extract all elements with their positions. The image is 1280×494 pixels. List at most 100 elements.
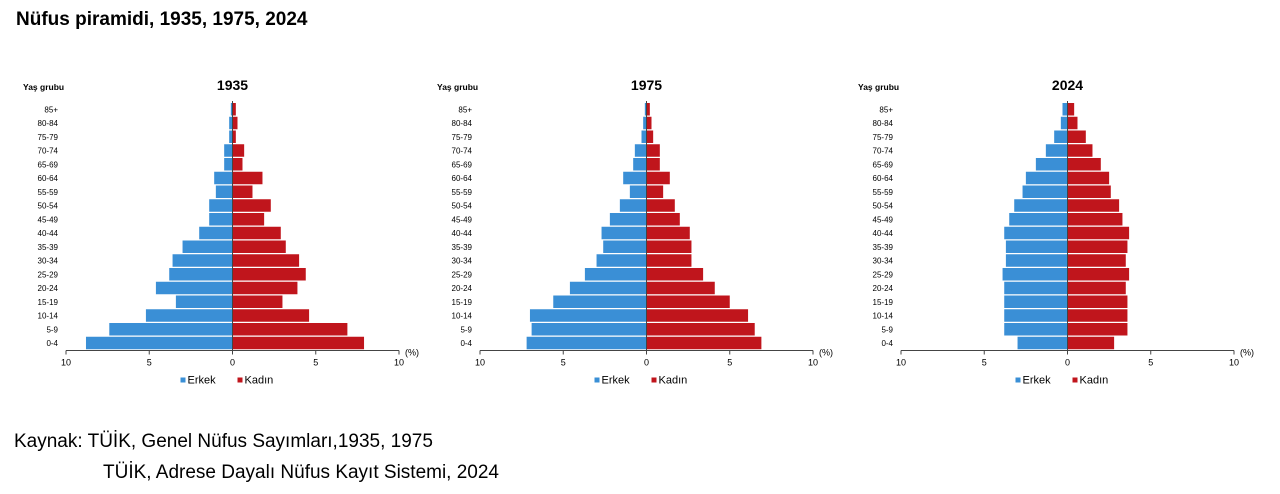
bar-male-45-49 — [209, 213, 233, 226]
bar-male-40-44 — [601, 226, 647, 240]
age-group-label: 70-74 — [452, 147, 473, 156]
legend-label-male: Erkek — [602, 375, 631, 387]
x-tick-label: 5 — [561, 358, 566, 368]
pyramid-svg: 1975 Yaş grubu 0-4 5-9 10-14 15-19 20-24 25-29 3… — [437, 77, 833, 387]
bar-female-30-34 — [646, 254, 692, 267]
y-axis-label: Yaş grubu — [23, 82, 64, 92]
bar-female-75-79 — [232, 130, 236, 143]
bar-female-20-24 — [232, 281, 298, 295]
bar-female-5-9 — [232, 323, 348, 336]
age-group-label: 25-29 — [452, 270, 473, 279]
bar-male-80-84 — [643, 116, 647, 130]
bar-female-0-4 — [646, 336, 762, 350]
x-unit-label: (%) — [819, 348, 833, 358]
x-tick-label: 0 — [230, 358, 235, 368]
bar-female-55-59 — [646, 185, 664, 198]
x-tick-label: 5 — [147, 358, 152, 368]
bar-female-35-39 — [1067, 240, 1128, 253]
age-group-label: 70-74 — [873, 147, 894, 156]
chart-title: 1935 — [217, 77, 248, 93]
bar-female-10-14 — [1067, 309, 1128, 322]
age-group-label: 45-49 — [38, 215, 59, 224]
pyramid-svg: 2024 Yaş grubu 0-4 5-9 10-14 15-19 20-24 25-29 3… — [858, 77, 1254, 387]
age-group-label: 85+ — [44, 105, 58, 114]
age-group-label: 10-14 — [873, 312, 894, 321]
bar-female-10-14 — [232, 309, 310, 322]
age-group-label: 85+ — [458, 105, 472, 114]
age-group-label: 30-34 — [873, 257, 894, 266]
bar-male-25-29 — [1002, 268, 1068, 281]
bar-female-25-29 — [1067, 268, 1130, 281]
bar-male-5-9 — [1004, 323, 1068, 336]
bar-male-35-39 — [182, 240, 233, 253]
bar-male-60-64 — [214, 171, 233, 185]
age-group-label: 35-39 — [873, 243, 894, 252]
bar-female-20-24 — [646, 281, 715, 295]
bar-female-0-4 — [1067, 336, 1115, 350]
bar-female-65-69 — [646, 158, 660, 171]
bar-female-85+ — [646, 103, 650, 116]
bar-female-0-4 — [232, 336, 365, 350]
age-group-label: 5-9 — [46, 325, 58, 334]
x-tick-label: 10 — [896, 358, 906, 368]
x-tick-label: 10 — [61, 358, 71, 368]
bar-male-25-29 — [584, 268, 647, 281]
bar-female-65-69 — [1067, 158, 1101, 171]
age-group-label: 80-84 — [873, 119, 894, 128]
y-axis-label: Yaş grubu — [858, 82, 899, 92]
legend-swatch-male — [1015, 377, 1021, 383]
bar-female-85+ — [1067, 103, 1075, 116]
bar-female-45-49 — [646, 213, 680, 226]
bar-female-30-34 — [232, 254, 300, 267]
age-group-label: 0-4 — [881, 339, 893, 348]
bar-female-20-24 — [1067, 281, 1126, 295]
bar-female-55-59 — [232, 185, 253, 198]
bar-female-45-49 — [1067, 213, 1123, 226]
source-line-1: Kaynak: TÜİK, Genel Nüfus Sayımları,1935… — [14, 431, 433, 452]
bar-male-80-84 — [229, 116, 233, 130]
bar-male-40-44 — [1004, 226, 1068, 240]
bar-female-70-74 — [1067, 144, 1093, 157]
bar-female-25-29 — [232, 268, 306, 281]
bar-female-35-39 — [646, 240, 692, 253]
bar-male-85+ — [1062, 103, 1068, 116]
age-group-label: 80-84 — [452, 119, 473, 128]
age-group-label: 30-34 — [38, 257, 59, 266]
age-group-label: 25-29 — [38, 270, 59, 279]
age-group-label: 60-64 — [873, 174, 894, 183]
age-group-label: 70-74 — [38, 147, 59, 156]
legend-label-male: Erkek — [188, 375, 217, 387]
age-group-label: 85+ — [879, 105, 893, 114]
bar-female-5-9 — [646, 323, 755, 336]
bar-male-35-39 — [1005, 240, 1068, 253]
bar-male-40-44 — [199, 226, 233, 240]
age-group-label: 0-4 — [460, 339, 472, 348]
x-tick-label: 0 — [644, 358, 649, 368]
bar-female-50-54 — [646, 199, 675, 212]
bar-male-60-64 — [623, 171, 647, 185]
bar-male-50-54 — [619, 199, 647, 212]
age-group-label: 20-24 — [38, 284, 59, 293]
age-group-label: 65-69 — [452, 160, 473, 169]
pyramid-chart-1935: 1935 Yaş grubu 0-4 5-9 10-14 15-19 20-24 25-29 3… — [14, 70, 419, 400]
x-tick-label: 10 — [394, 358, 404, 368]
bar-male-55-59 — [215, 185, 233, 198]
bar-male-20-24 — [1004, 281, 1068, 295]
bar-male-75-79 — [641, 130, 647, 143]
bar-female-60-64 — [646, 171, 670, 185]
age-group-label: 20-24 — [452, 284, 473, 293]
age-group-label: 45-49 — [452, 215, 473, 224]
legend-swatch-female — [237, 377, 243, 383]
age-group-label: 50-54 — [873, 202, 894, 211]
age-group-label: 55-59 — [38, 188, 59, 197]
bar-male-20-24 — [155, 281, 233, 295]
bar-female-75-79 — [646, 130, 654, 143]
bar-female-25-29 — [646, 268, 704, 281]
source-note: Kaynak: TÜİK, Genel Nüfus Sayımları,1935… — [14, 426, 499, 488]
legend-label-female: Kadın — [1080, 375, 1109, 387]
age-group-label: 35-39 — [38, 243, 59, 252]
x-unit-label: (%) — [405, 348, 419, 358]
bar-male-30-34 — [596, 254, 647, 267]
bar-male-70-74 — [1045, 144, 1068, 157]
age-group-label: 15-19 — [452, 298, 473, 307]
